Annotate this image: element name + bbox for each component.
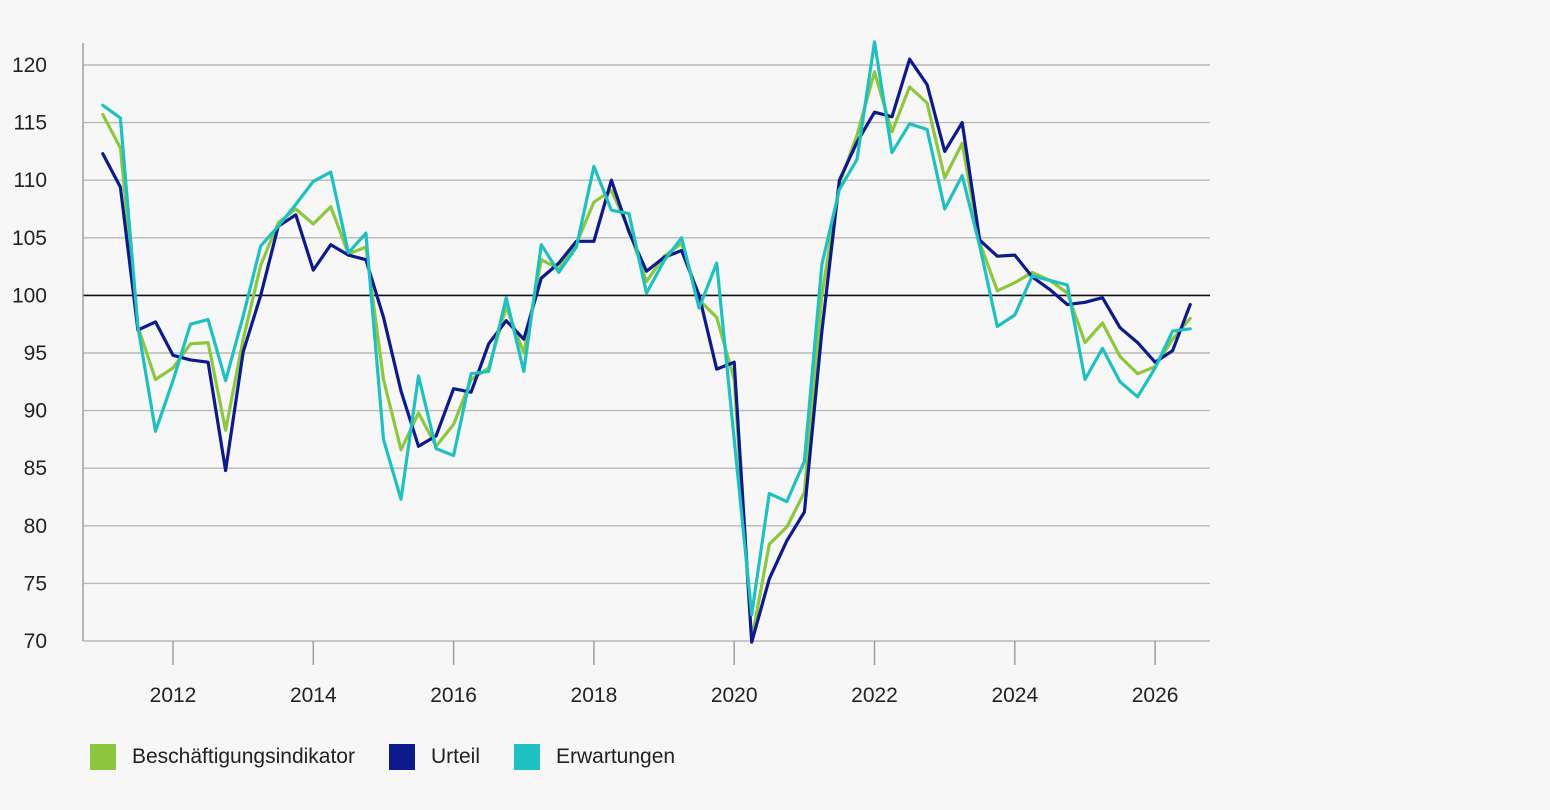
series-line-besch-ftigungsindikator (101, 70, 1192, 642)
legend-item-urteil[interactable]: Urteil (388, 744, 480, 770)
y-axis: 70 75 80 85 90 95 100 105 110 115 120 (12, 43, 84, 653)
y-tick-label: 110 (14, 169, 47, 192)
legend-label: Beschäftigungsindikator (132, 745, 355, 768)
x-tick-label: 2022 (851, 684, 898, 707)
legend-label: Urteil (430, 745, 480, 768)
legend-swatch (90, 744, 116, 770)
y-tick-label: 105 (12, 227, 47, 250)
y-tick-label: 115 (14, 112, 47, 135)
y-tick-label: 75 (24, 572, 47, 595)
x-tick-label: 2024 (991, 684, 1038, 707)
y-tick-label: 120 (12, 54, 47, 77)
x-tick-label: 2026 (1132, 684, 1179, 707)
series-line-erwartungen (101, 40, 1192, 617)
y-tick-label: 100 (12, 284, 47, 307)
x-tick-label: 2012 (150, 684, 197, 707)
legend-swatch (514, 744, 540, 770)
y-tick-label: 95 (24, 342, 47, 365)
x-tick-label: 2020 (711, 684, 758, 707)
y-tick-label: 70 (24, 630, 47, 653)
legend-item-erwartungen[interactable]: Erwartungen (514, 744, 675, 770)
x-axis: 2012 2014 2016 2018 2020 2022 2024 2026 (150, 641, 1179, 707)
x-tick-label: 2016 (430, 684, 477, 707)
line-chart: 70 75 80 85 90 95 100 105 110 115 120 2012 2014 2016… (12, 40, 1210, 707)
y-tick-label: 80 (24, 515, 47, 538)
legend-swatch (388, 744, 415, 770)
x-tick-label: 2014 (290, 684, 337, 707)
legend-item-beschaeftigungsindikator[interactable]: Beschäftigungsindikator (90, 744, 355, 770)
gridlines (83, 64, 1210, 642)
series-line-urteil (101, 57, 1192, 644)
x-tick-label: 2018 (571, 684, 618, 707)
y-tick-label: 85 (24, 457, 47, 480)
y-tick-label: 90 (24, 400, 47, 423)
legend: Beschäftigungsindikator Urteil Erwartung… (90, 744, 709, 770)
series-lines (101, 40, 1192, 644)
legend-label: Erwartungen (556, 745, 676, 768)
